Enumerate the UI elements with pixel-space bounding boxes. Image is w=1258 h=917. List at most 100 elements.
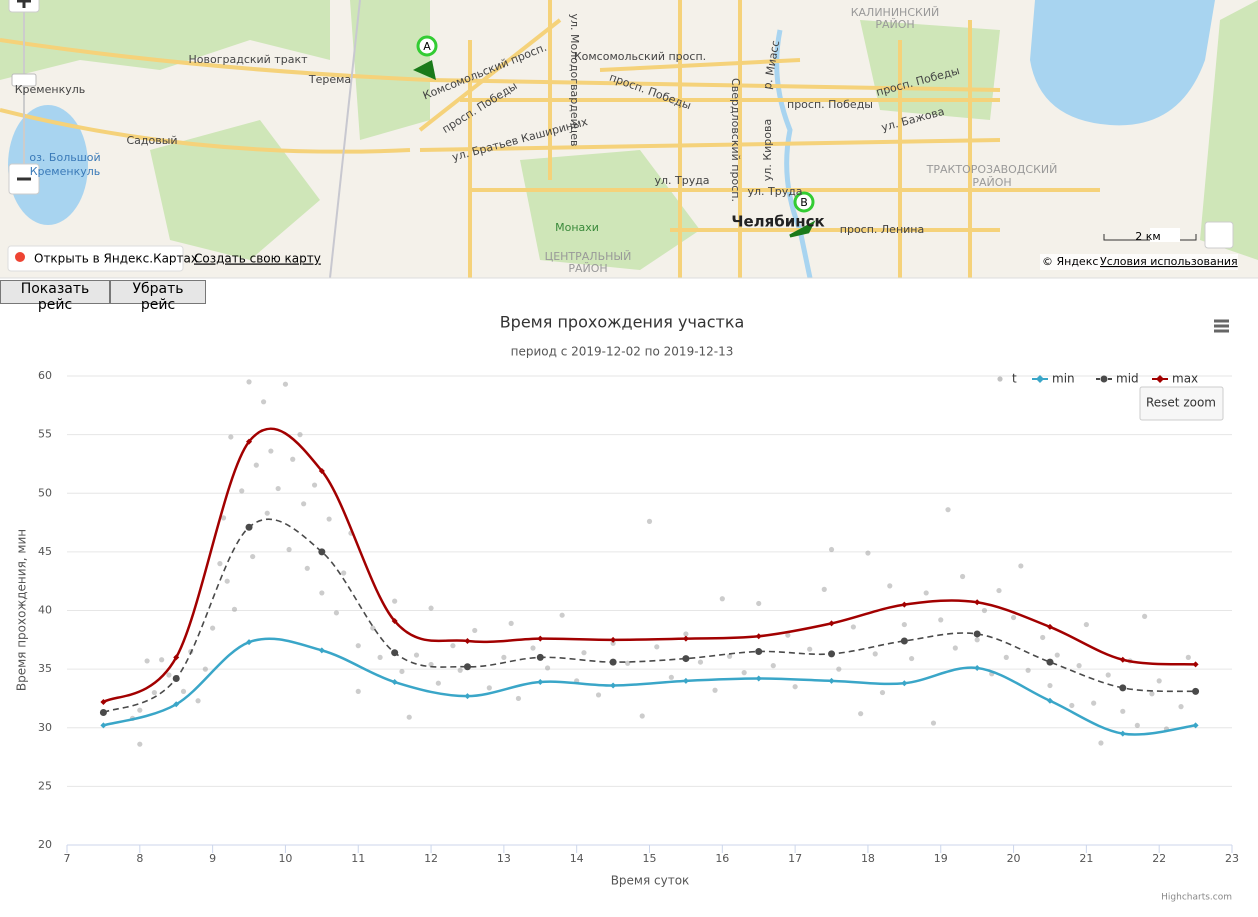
reset-zoom-label[interactable]: Reset zoom [1146,396,1216,410]
line [102,427,1196,704]
map-label: РАЙОН [568,262,607,275]
point [450,643,456,649]
point [1178,704,1184,710]
map-label: Челябинск [731,213,824,231]
point [195,698,201,704]
map-label: ул. Молодогвардейцев [568,13,581,146]
point [887,583,893,589]
point [1083,621,1089,628]
marker [1046,658,1054,666]
point [1149,691,1155,697]
create-map-link[interactable]: Создать свою карту [194,252,321,266]
point [930,720,937,726]
parks [0,0,1258,270]
show-route-button[interactable]: Показать рейс [0,280,110,313]
marker [464,637,471,644]
point [180,688,187,695]
point [413,652,420,658]
map-label: Монахи [555,221,599,234]
chart-title: Время прохождения участка [500,313,745,332]
marker [755,633,762,640]
point [515,695,522,702]
zoom-control[interactable] [8,0,40,195]
map-label: Садовый [126,134,177,147]
marker [610,682,617,689]
y-tick-label: 20 [38,838,52,851]
open-map-link[interactable]: Открыть в Яндекс.Картах [34,252,198,266]
point [639,713,645,719]
marker [318,647,325,654]
point [1134,722,1140,729]
x-tick-label: 10 [278,852,292,865]
legend-item[interactable]: min [1032,372,1075,386]
point [282,381,289,387]
menu-icon[interactable] [1214,319,1229,333]
marker [828,650,836,658]
map: Открыть в Яндекс.Картах Создать свою кар… [0,0,1258,279]
point [756,600,762,607]
legend-label: t [1012,372,1017,386]
credits[interactable]: Highcharts.com [1161,893,1232,903]
point [901,621,907,628]
marker [755,675,762,682]
legend-item[interactable]: mid [1096,372,1139,386]
marker [99,709,107,717]
legend-item[interactable]: max [1152,372,1198,386]
map-label: Комсомольский просп. [574,50,706,63]
point [275,485,281,492]
marker [173,654,180,661]
point [952,645,958,651]
x-tick-label: 20 [1007,852,1021,865]
marker [609,658,617,666]
marker-label: B [800,196,808,209]
point [159,657,165,663]
point [428,605,434,611]
point [253,462,259,468]
x-tick-label: 8 [136,852,143,865]
point [1076,663,1082,669]
x-tick-label: 12 [424,852,438,865]
map-label: ТРАКТОРОЗАВОДСКИЙ [926,163,1058,176]
point [137,707,143,713]
marker [901,680,908,687]
x-tick-label: 22 [1152,852,1166,865]
point [1069,702,1075,709]
terms-link[interactable]: Условия использования [1100,255,1238,268]
point [807,646,813,652]
marker [682,655,690,663]
point [1010,614,1017,621]
point [166,672,172,678]
y-tick-label: 30 [38,721,52,734]
y-tick-label: 55 [38,428,52,441]
ruler-button[interactable] [1204,221,1234,249]
copyright: © Яндекс [1042,255,1098,268]
point [1003,654,1009,661]
legend-item[interactable]: t [997,372,1017,386]
legend-label: mid [1116,372,1139,386]
legend-symbol [997,376,1003,382]
map-label: Терема [308,73,351,86]
point [370,625,376,631]
point [250,553,256,560]
point [610,640,616,646]
hide-route-button[interactable]: Убрать рейс [110,280,206,313]
marker [1119,656,1126,663]
marker [173,701,180,708]
point [428,661,434,668]
point [719,596,725,602]
marker [682,635,689,642]
x-tick-label: 23 [1225,852,1239,865]
railway [329,0,361,279]
reset-zoom-button[interactable] [1139,386,1224,421]
y-tick-label: 45 [38,545,52,558]
open-map-button[interactable] [7,245,184,272]
point [1054,652,1060,658]
marker-b[interactable]: B [789,191,816,238]
point [268,448,274,454]
marker-a[interactable]: A [413,35,438,80]
legend-symbol [1156,375,1164,383]
point [501,654,507,661]
marker [828,620,835,627]
scale-bg [1150,228,1180,242]
